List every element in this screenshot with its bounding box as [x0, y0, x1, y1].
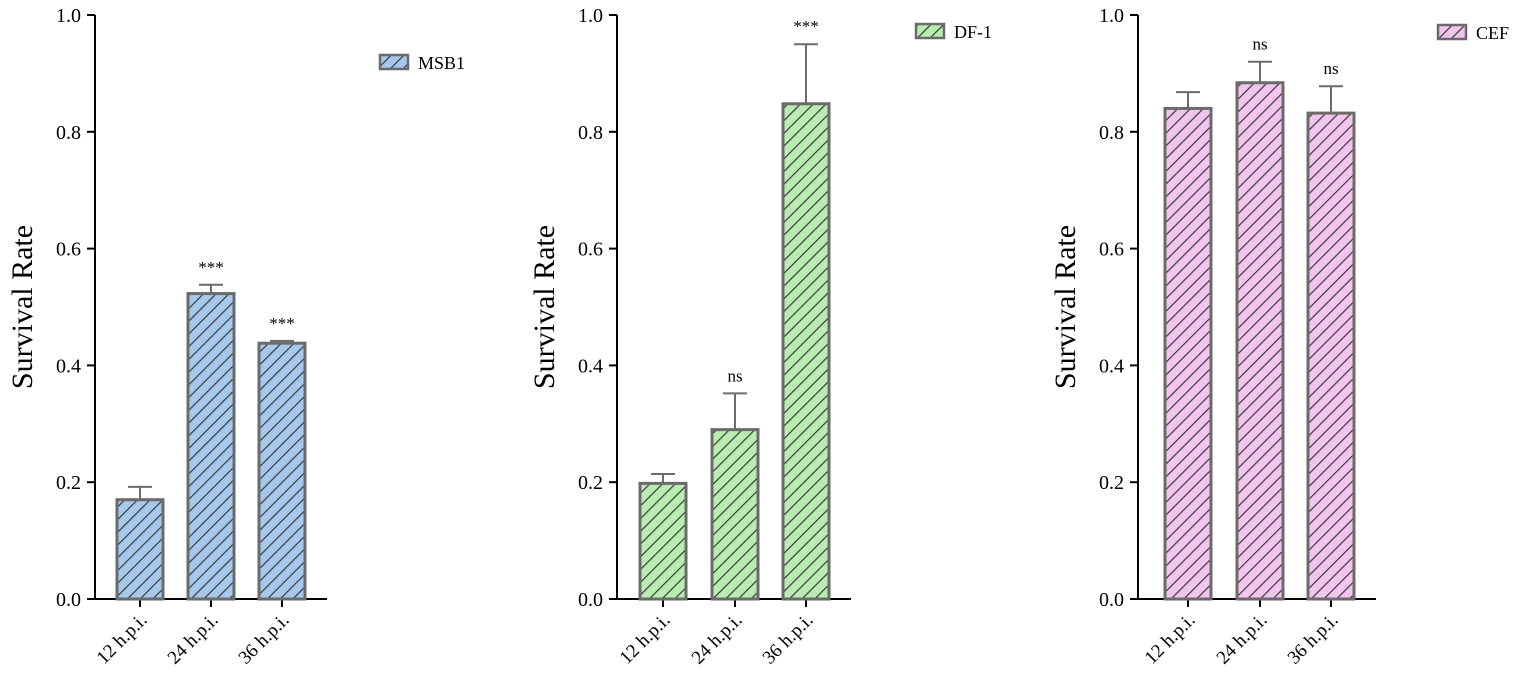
significance-label: *** [793, 17, 819, 36]
significance-label: ns [1323, 59, 1338, 78]
y-tick-label: 0.6 [56, 239, 81, 261]
y-tick-label: 0.6 [578, 239, 603, 261]
y-tick-label: 0.2 [578, 472, 603, 494]
bar-24h [710, 428, 760, 601]
y-tick-label: 0.8 [56, 122, 81, 144]
bar-36h [781, 102, 831, 601]
legend-swatch [378, 53, 410, 71]
y-axis-label: Survival Rate [528, 225, 561, 389]
significance-label: ns [1252, 35, 1267, 54]
legend-swatch [1436, 23, 1468, 41]
x-tick-label: 24 h.p.i. [164, 610, 223, 669]
significance-label: ns [727, 366, 742, 385]
y-axis-label: Survival Rate [6, 225, 39, 389]
legend: DF-1 [914, 22, 992, 42]
bar-36h [1306, 111, 1356, 601]
y-tick-label: 0.4 [1099, 355, 1124, 377]
chart-panel-3: 0.0 0.2 0.4 0.6 0.8 1.0 Survival Rate 12 h.p.i.… [1049, 5, 1509, 669]
chart-panel-1: 0.0 0.2 0.4 0.6 0.8 1.0 Survival Rate 12 h.p.i.… [6, 5, 465, 669]
chart-panel-2: 0.0 0.2 0.4 0.6 0.8 1.0 Survival Rate 12 h.p.i.… [528, 5, 992, 669]
x-tick-label: 12 h.p.i. [93, 610, 152, 669]
y-tick-label: 0.2 [1099, 472, 1124, 494]
y-tick-label: 1.0 [578, 5, 603, 27]
significance-label: *** [198, 258, 224, 277]
legend: CEF [1436, 23, 1509, 43]
y-tick-label: 1.0 [56, 5, 81, 27]
y-tick-label: 0.0 [578, 589, 603, 611]
bar-36h [257, 341, 307, 601]
y-tick-label: 0.4 [56, 355, 81, 377]
x-tick-label: 24 h.p.i. [688, 610, 747, 669]
bar-24h [1235, 81, 1285, 601]
legend-label: MSB1 [418, 53, 465, 73]
legend-label: DF-1 [954, 22, 992, 42]
y-tick-label: 0.0 [56, 589, 81, 611]
y-tick-label: 0.8 [1099, 122, 1124, 144]
y-tick-label: 0.6 [1099, 239, 1124, 261]
y-tick-label: 0.4 [578, 355, 603, 377]
x-tick-label: 36 h.p.i. [759, 610, 818, 669]
x-tick-label: 12 h.p.i. [616, 610, 675, 669]
y-tick-label: 0.0 [1099, 589, 1124, 611]
significance-label: *** [269, 314, 295, 333]
y-axis-label: Survival Rate [1049, 225, 1082, 389]
x-tick-label: 36 h.p.i. [235, 610, 294, 669]
y-tick-label: 1.0 [1099, 5, 1124, 27]
legend-swatch [914, 22, 946, 40]
bar-12h [115, 498, 165, 601]
legend-label: CEF [1476, 23, 1509, 43]
bar-24h [186, 292, 236, 601]
x-tick-label: 12 h.p.i. [1141, 610, 1200, 669]
bar-12h [1163, 106, 1213, 601]
bar-12h [638, 481, 688, 601]
x-tick-label: 24 h.p.i. [1213, 610, 1272, 669]
y-tick-label: 0.2 [56, 472, 81, 494]
x-tick-label: 36 h.p.i. [1284, 610, 1343, 669]
legend: MSB1 [378, 53, 465, 73]
y-tick-label: 0.8 [578, 122, 603, 144]
